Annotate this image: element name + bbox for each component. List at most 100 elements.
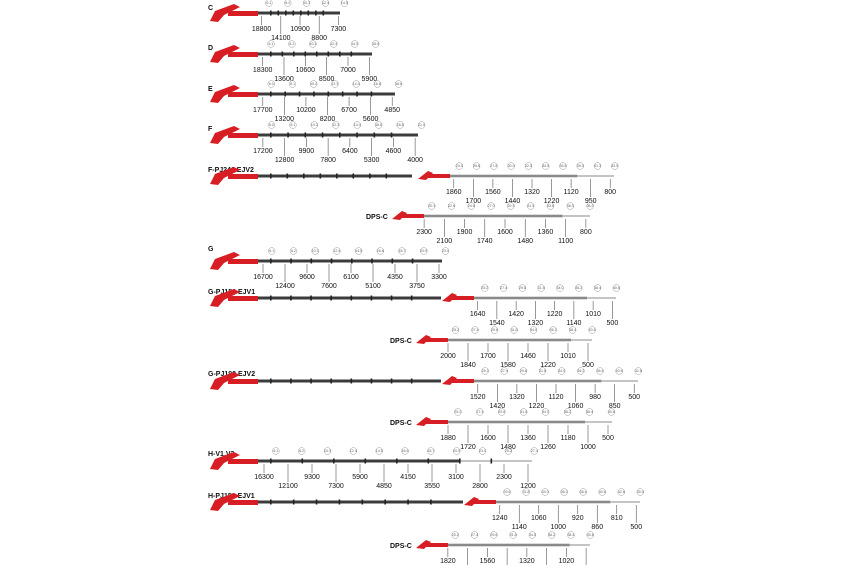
reach-marker-h-v1-1	[298, 447, 306, 455]
jib-knuckle-g-dps1	[416, 335, 431, 344]
jib-main-h-pj150	[496, 500, 611, 504]
boom-joint-g-pj190-5	[370, 378, 373, 384]
reach-label-h-v1-4: 14.5	[376, 449, 383, 453]
value-label-f-dps-5: 1480	[517, 238, 533, 245]
reach-marker-h-v1-6	[427, 447, 435, 455]
reach-marker-f-pj240-7	[576, 162, 584, 170]
reach-label-h-pj150-7: 45.0	[637, 490, 644, 494]
reach-label-c-1: 8.2	[285, 1, 290, 5]
value-label-f-pj240-2: 1560	[485, 189, 501, 196]
reach-label-g-pj190-4: 34.0	[558, 369, 565, 373]
reach-label-f-dps-0: 20.3	[428, 204, 435, 208]
reach-marker-h-pj150-2	[541, 488, 549, 496]
reach-label-g-pj150-1: 27.4	[500, 286, 507, 290]
reach-label-g-pj150-2: 29.6	[519, 286, 526, 290]
reach-label-g-dps1-1: 27.4	[472, 328, 479, 332]
boom-joint-f-0	[270, 132, 272, 138]
reach-marker-f-pj240-9	[611, 162, 619, 170]
reach-label-g-pj150-7: 40.6	[613, 286, 620, 290]
reach-marker-g-dps1-7	[588, 326, 596, 334]
reach-label-f-pj240-4: 32.3	[525, 164, 532, 168]
boom-first-section-d	[228, 52, 258, 57]
value-label-f-pj240-6: 1120	[564, 189, 579, 196]
jib-knuckle-g-pj150	[442, 293, 457, 302]
reach-marker-g-dps2-4	[541, 408, 550, 416]
reach-label-e-4: 14.4	[353, 82, 360, 86]
value-label-f-7: 4000	[407, 157, 423, 164]
jib-extension-g-pj190	[601, 380, 638, 382]
value-label-c-4: 7300	[331, 26, 347, 33]
dps-extension-h-dps	[569, 544, 590, 546]
reach-marker-g-dps1-4	[529, 326, 538, 334]
boom-first-section-g-pj150	[228, 296, 258, 301]
reach-label-g-dps1-7: 40.6	[589, 328, 596, 332]
reach-label-h-dps-5: 36.2	[548, 533, 555, 537]
reach-label-h-dps-2: 29.6	[490, 533, 497, 537]
boom-joint-d-6	[339, 51, 341, 57]
reach-label-g-pj190-2: 29.6	[520, 369, 527, 373]
boom-joint-g-pj150-2	[310, 295, 312, 301]
reach-label-f-pj240-3: 30.0	[508, 164, 515, 168]
row-title-g: G	[208, 246, 214, 253]
reach-marker-g-3	[333, 247, 341, 255]
boom-main-c	[258, 11, 340, 15]
reach-marker-h-v1-0	[272, 447, 280, 455]
value-label-d-2: 10600	[296, 67, 316, 74]
jib-knuckle-f-dps	[392, 211, 407, 220]
boom-joint-d-4	[316, 51, 318, 57]
reach-marker-g-pj150-2	[518, 284, 527, 292]
reach-marker-f-3	[332, 121, 340, 129]
reach-label-g-dps1-6: 38.4	[569, 328, 576, 332]
jib-first-section-g-pj190	[452, 379, 474, 383]
value-label-g-dps1-6: 1010	[560, 353, 576, 360]
boom-joint-g-1	[290, 258, 292, 264]
reach-label-d-4: 14.5	[351, 42, 358, 46]
reach-marker-g-pj150-1	[499, 284, 508, 292]
reach-label-f-2: 10.2	[311, 123, 318, 127]
reach-marker-d-1	[288, 40, 296, 48]
boom-joint-g-pj150-4	[350, 295, 353, 301]
reach-label-e-6: 18.8	[395, 82, 402, 86]
boom-joint-g-0	[270, 258, 272, 264]
boom-joint-h-v1-1	[301, 458, 304, 464]
reach-marker-f-7	[417, 121, 426, 129]
reach-label-g-pj150-3: 31.8	[538, 286, 545, 290]
value-label-g-dps1-3: 1580	[500, 362, 516, 369]
reach-marker-g-6	[398, 247, 406, 255]
reach-label-f-1: 8.1	[290, 123, 295, 127]
reach-marker-f-pj240-1	[472, 162, 481, 170]
value-label-h-pj150-0: 1240	[492, 515, 508, 522]
boom-first-section-h-pj150	[228, 500, 258, 505]
value-label-f-pj240-3: 1440	[505, 198, 521, 205]
boom-joint-c-6	[315, 10, 317, 16]
boom-first-section-f	[228, 133, 258, 138]
reach-label-f-dps-2: 24.8	[468, 204, 475, 208]
reach-label-g-pj190-3: 31.8	[539, 369, 546, 373]
reach-marker-f-dps-0	[428, 202, 436, 210]
value-label-h-pj150-2: 1060	[531, 515, 547, 522]
reach-label-h-dps-0: 25.2	[452, 533, 459, 537]
reach-marker-f-pj240-3	[507, 162, 515, 170]
dps-main-h-dps	[448, 543, 570, 547]
value-label-f-6: 4600	[386, 148, 402, 155]
reach-label-f-dps-8: 38.3	[587, 204, 594, 208]
boom-joint-h-pj150-0	[270, 499, 272, 505]
boom-main-g	[258, 259, 442, 263]
reach-marker-f-pj240-4	[524, 162, 533, 170]
reach-label-h-v1-5: 16.6	[402, 449, 409, 453]
reach-marker-h-dps-4	[528, 531, 537, 539]
reach-marker-g-4	[354, 247, 363, 255]
value-label-g-dps1-0: 2000	[440, 353, 456, 360]
boom-main-e	[258, 92, 395, 96]
reach-marker-f-dps-2	[467, 202, 476, 210]
reach-marker-e-6	[394, 80, 403, 88]
reach-label-c-3: 12.4	[322, 1, 329, 5]
reach-marker-g-pj150-3	[537, 284, 545, 292]
reach-marker-f-dps-8	[586, 202, 594, 210]
boom-joint-g-7	[411, 258, 414, 264]
reach-marker-g-pj150-5	[575, 284, 583, 292]
boom-joint-f-6	[373, 132, 376, 138]
boom-joint-h-v1-4	[396, 458, 398, 464]
jib-main-g-pj150	[474, 296, 588, 300]
jib-extension-g-pj150	[587, 297, 616, 299]
